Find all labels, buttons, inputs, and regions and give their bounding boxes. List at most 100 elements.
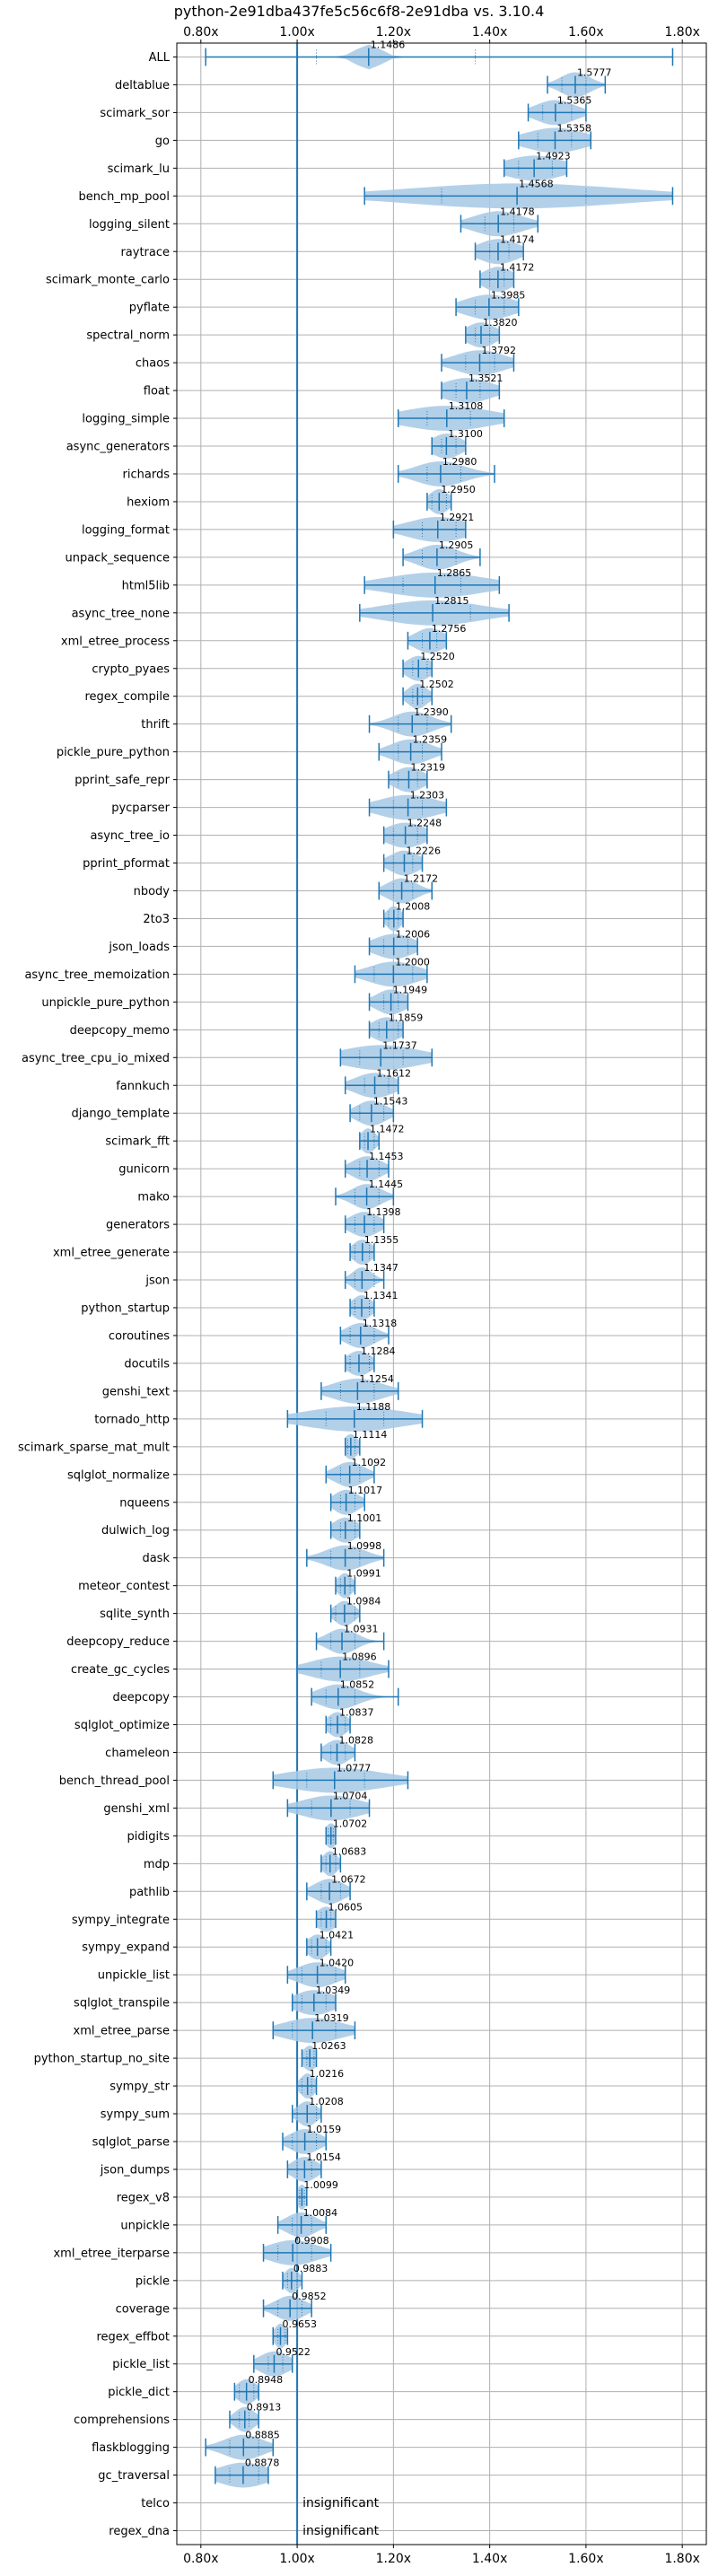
violin-sympy_expand: 1.0421 bbox=[306, 1929, 354, 1960]
insignificant-label: insignificant bbox=[302, 2524, 380, 2538]
benchmark-label: django_template bbox=[72, 1108, 170, 1121]
data-label: 1.2248 bbox=[407, 818, 442, 829]
benchmark-label: coroutines bbox=[109, 1329, 170, 1343]
data-label: 1.2008 bbox=[396, 901, 431, 913]
violin-async_tree_io: 1.2248 bbox=[382, 818, 442, 848]
violin-xml_etree_generate: 1.1355 bbox=[349, 1234, 398, 1265]
benchmark-label: dask bbox=[142, 1552, 170, 1565]
violin-regex_compile: 1.2502 bbox=[402, 679, 454, 709]
violin-async_tree_memoization: 1.2000 bbox=[354, 956, 430, 987]
benchmark-label: richards bbox=[123, 468, 171, 481]
data-label: 1.0704 bbox=[333, 1790, 368, 1801]
benchmark-label: xml_etree_process bbox=[61, 635, 170, 648]
benchmark-label: deepcopy_memo bbox=[70, 1024, 170, 1038]
violin-ALL: 1.1486 bbox=[205, 39, 674, 70]
violin-pprint_safe_repr: 1.2319 bbox=[388, 762, 445, 793]
violin-float: 1.3521 bbox=[441, 372, 503, 403]
benchmark-label: nqueens bbox=[119, 1496, 170, 1510]
benchmark-label: pickle bbox=[136, 2274, 170, 2288]
benchmark-label: pathlib bbox=[129, 1886, 170, 1899]
data-label: 1.1254 bbox=[359, 1373, 394, 1385]
benchmark-label: json bbox=[144, 1275, 170, 1288]
benchmark-label: async_tree_memoization bbox=[24, 968, 170, 982]
benchmark-label: sqlglot_transpile bbox=[74, 1997, 170, 2011]
benchmark-label: unpickle_pure_python bbox=[41, 996, 170, 1010]
violin-create_gc_cycles: 1.0896 bbox=[296, 1652, 390, 1682]
violin-nbody: 1.2172 bbox=[378, 873, 438, 904]
benchmark-label: deepcopy_reduce bbox=[66, 1635, 170, 1649]
violin-deepcopy_memo: 1.1859 bbox=[368, 1012, 423, 1043]
benchmark-label: pickle_list bbox=[112, 2358, 170, 2371]
benchmark-label: scimark_fft bbox=[105, 1135, 170, 1149]
violin-sqlite_synth: 1.0984 bbox=[329, 1596, 381, 1626]
data-label: 1.2921 bbox=[440, 512, 474, 523]
benchmark-label: fannkuch bbox=[116, 1080, 170, 1093]
violin-xml_etree_process: 1.2756 bbox=[407, 623, 466, 653]
benchmark-label: bench_mp_pool bbox=[78, 190, 170, 204]
violin-html5lib: 1.2865 bbox=[363, 567, 501, 598]
benchmark-label: async_tree_none bbox=[72, 607, 170, 620]
benchmark-label: 2to3 bbox=[143, 913, 170, 926]
violin-pickle_dict: 0.8948 bbox=[233, 2374, 283, 2405]
violin-sympy_str: 1.0216 bbox=[296, 2068, 345, 2098]
violin-pycparser: 1.2303 bbox=[368, 790, 448, 820]
violin-flaskblogging: 0.8885 bbox=[205, 2430, 280, 2460]
benchmark-label: tornado_http bbox=[94, 1413, 170, 1426]
data-label: 1.1486 bbox=[371, 39, 406, 51]
data-label: 1.1347 bbox=[363, 1262, 398, 1274]
data-label: 1.5365 bbox=[557, 95, 592, 107]
benchmark-label: sympy_expand bbox=[82, 1941, 170, 1955]
data-label: 1.1453 bbox=[369, 1151, 404, 1162]
violin-fannkuch: 1.1612 bbox=[344, 1067, 411, 1099]
violin-regex_v8: 1.0099 bbox=[296, 2179, 338, 2210]
violin-python_startup_no_site: 1.0263 bbox=[301, 2040, 346, 2071]
data-label: 1.4174 bbox=[500, 233, 535, 245]
violin-async_tree_cpu_io_mixed: 1.1737 bbox=[339, 1039, 433, 1071]
violin-sqlglot_normalize: 1.1092 bbox=[325, 1457, 386, 1487]
benchmark-label: comprehensions bbox=[74, 2414, 170, 2427]
benchmark-label: unpickle_list bbox=[98, 1969, 170, 1983]
data-label: 1.0319 bbox=[314, 2012, 349, 2024]
benchmark-label: json_loads bbox=[108, 941, 170, 954]
violin-genshi_text: 1.1254 bbox=[320, 1373, 399, 1404]
benchmark-label: scimark_sor bbox=[100, 107, 170, 120]
benchmark-label: regex_compile bbox=[84, 690, 170, 704]
violin-bench_thread_pool: 1.0777 bbox=[272, 1763, 409, 1793]
benchmark-label: sqlglot_optimize bbox=[74, 1719, 170, 1732]
benchmark-label: sqlite_synth bbox=[100, 1608, 170, 1621]
benchmark-label: xml_etree_generate bbox=[53, 1247, 170, 1260]
violin-sympy_sum: 1.0208 bbox=[291, 2096, 344, 2126]
x-tick-label-top: 0.80x bbox=[183, 25, 218, 39]
violin-python_startup: 1.1341 bbox=[349, 1290, 398, 1320]
violin-richards: 1.2980 bbox=[397, 456, 495, 486]
benchmark-label: chaos bbox=[136, 357, 170, 371]
benchmark-label: xml_etree_parse bbox=[74, 2025, 170, 2038]
violin-thrift: 1.2390 bbox=[368, 706, 452, 737]
benchmark-label: bench_thread_pool bbox=[59, 1774, 170, 1788]
benchmark-label: gc_traversal bbox=[98, 2469, 170, 2483]
violin-async_tree_none: 1.2815 bbox=[359, 595, 510, 626]
violin-pyflate: 1.3985 bbox=[455, 289, 526, 320]
benchmark-label: create_gc_cycles bbox=[71, 1663, 170, 1677]
benchmark-label: dulwich_log bbox=[101, 1524, 170, 1538]
data-label: 1.3521 bbox=[468, 372, 503, 384]
data-label: 1.0931 bbox=[344, 1624, 379, 1635]
data-label: 1.1284 bbox=[361, 1345, 396, 1357]
violin-meteor_contest: 1.0991 bbox=[335, 1568, 381, 1599]
grid-layer bbox=[177, 43, 706, 2545]
violin-pprint_pformat: 1.2226 bbox=[382, 846, 441, 876]
insignificant-label: insignificant bbox=[302, 2496, 380, 2510]
data-label: 1.3985 bbox=[491, 289, 526, 301]
data-label: 1.2865 bbox=[437, 567, 472, 579]
benchmark-label: regex_v8 bbox=[117, 2191, 170, 2204]
data-label: 1.0216 bbox=[310, 2068, 345, 2080]
axis-layer: 0.80x 0.80x 1.00x 1.00x 1.20x 1.20x 1.40x 1.40x… bbox=[18, 25, 700, 2566]
benchmark-label: deepcopy bbox=[112, 1691, 170, 1704]
data-label: 1.4923 bbox=[536, 150, 571, 162]
data-label: 1.1472 bbox=[370, 1123, 405, 1135]
violin-json_dumps: 1.0154 bbox=[286, 2151, 341, 2182]
violin-scimark_fft: 1.1472 bbox=[359, 1123, 405, 1154]
violin-pickle_list: 0.9522 bbox=[253, 2346, 311, 2377]
data-label: 1.0837 bbox=[339, 1707, 374, 1719]
